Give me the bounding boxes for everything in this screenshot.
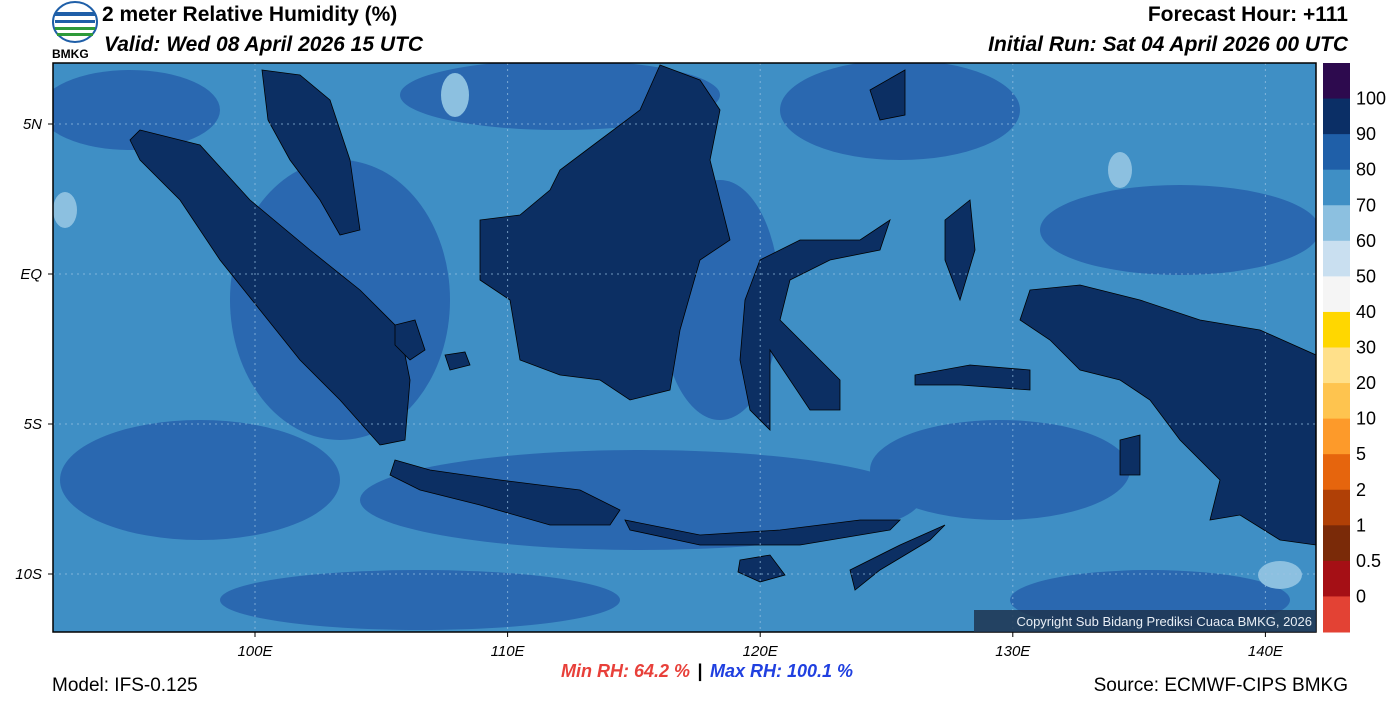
lat-label: 5N [23,116,42,133]
colorbar-label: 10 [1356,409,1376,429]
colorbar-label: 70 [1356,195,1376,215]
lon-label: 100E [237,643,273,660]
colorbar-segment [1323,169,1350,206]
lon-label: 110E [491,643,526,660]
land [129,64,1316,591]
map: Copyright Sub Bidang Prediksi Cuaca BMKG… [48,62,1317,637]
colorbar-label: 90 [1356,124,1376,144]
graticule [48,63,1316,637]
colorbar-segment [1323,205,1350,242]
max-rh: Max RH: 100.1 % [710,661,853,681]
colorbar: 100 90 80 70 60 50 40 30 20 10 5 2 1 0.5 0 [1323,63,1386,633]
colorbar-segment [1323,276,1350,313]
colorbar-label: 5 [1356,444,1366,464]
lat-label: 10S [15,566,42,583]
colorbar-label: 1 [1356,515,1366,535]
colorbar-segment [1323,454,1350,491]
lat-label: 5S [24,416,42,433]
forecast-hour: Forecast Hour: +111 [1148,3,1348,26]
colorbar-segment [1323,63,1350,100]
colorbar-label: 100 [1356,89,1386,109]
colorbar-segment [1323,525,1350,562]
model: Model: IFS-0.125 [52,675,198,696]
title: 2 meter Relative Humidity (%) [102,3,397,26]
lon-label: 140E [1248,643,1284,660]
colorbar-label: 80 [1356,160,1376,180]
lon-label: 130E [995,643,1031,660]
colorbar-segment [1323,383,1350,420]
colorbar-label: 50 [1356,266,1376,286]
colorbar-segment [1323,560,1350,597]
colorbar-segment [1323,311,1350,348]
lat-label: EQ [20,266,42,283]
colorbar-label: 0.5 [1356,551,1381,571]
colorbar-label: 40 [1356,302,1376,322]
map-frame [52,62,1317,633]
colorbar-segment [1323,489,1350,526]
logo: BMKG [52,1,98,61]
valid-time: Valid: Wed 08 April 2026 15 UTC [104,33,424,56]
colorbar-segment [1323,418,1350,455]
copyright: Copyright Sub Bidang Prediksi Cuaca BMKG… [1016,614,1312,629]
separator: | [697,661,702,681]
source: Source: ECMWF-CIPS BMKG [1094,675,1348,696]
copyright-box [974,610,1316,632]
colorbar-segment [1323,347,1350,384]
colorbar-label: 0 [1356,586,1366,606]
colorbar-segment [1323,134,1350,171]
logo-text: BMKG [52,47,89,61]
colorbar-segment [1323,98,1350,135]
colorbar-label: 60 [1356,231,1376,251]
colorbar-segment [1323,240,1350,277]
lon-label: 120E [743,643,779,660]
min-rh: Min RH: 64.2 % [561,661,690,681]
colorbar-segment [1323,596,1350,633]
colorbar-label: 30 [1356,338,1376,358]
colorbar-label: 20 [1356,373,1376,393]
colorbar-label: 2 [1356,480,1366,500]
initial-run: Initial Run: Sat 04 April 2026 00 UTC [988,33,1349,56]
